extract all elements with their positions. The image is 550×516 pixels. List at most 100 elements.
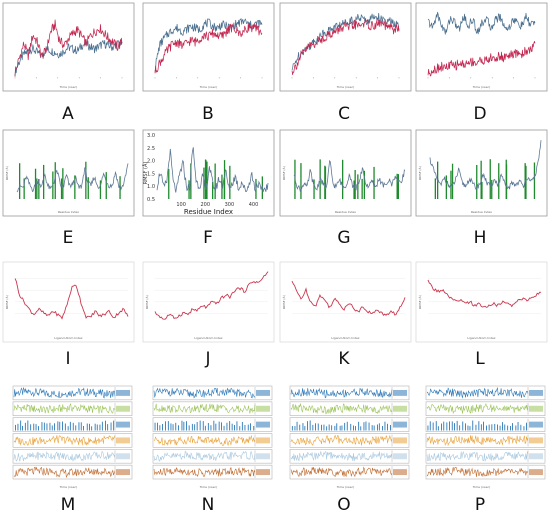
event-bar <box>336 423 338 431</box>
event-bar <box>432 422 434 431</box>
distribution-fill <box>116 453 130 460</box>
distribution-fill <box>529 421 543 428</box>
plot-frame <box>2 129 135 217</box>
contact-bar <box>188 180 190 199</box>
event-bar <box>229 421 231 431</box>
track-frame <box>152 385 273 401</box>
event-bar <box>368 422 370 431</box>
x-axis-label: Residue Index <box>335 210 356 214</box>
contact-bar <box>23 178 25 199</box>
event-bar <box>207 423 209 431</box>
rmsf-line <box>156 147 269 193</box>
event-bar <box>210 425 212 431</box>
event-bar <box>186 421 187 431</box>
track-line <box>426 386 529 399</box>
rmsf-line <box>293 159 406 192</box>
event-bar <box>62 421 63 431</box>
event-bar <box>512 423 513 431</box>
contact-bar <box>214 163 216 199</box>
event-bar <box>328 424 330 431</box>
event-bar <box>107 424 109 431</box>
event-bar <box>350 423 352 431</box>
event-bar <box>157 422 158 431</box>
event-bar <box>321 424 322 431</box>
event-bar <box>312 424 314 431</box>
event-bar <box>497 424 498 431</box>
event-bar <box>165 421 166 431</box>
event-bar <box>221 422 222 431</box>
event-bar <box>215 423 217 431</box>
event-bar <box>435 421 437 431</box>
event-bar <box>250 423 251 431</box>
y-axis-label: RMSF (Å) <box>281 295 286 309</box>
rmsf-panel-E: Residue Index RMSF (Å) <box>2 129 135 217</box>
y-axis-label: RMSF (Å) <box>142 162 149 185</box>
x-tick-label: 300 <box>225 202 235 208</box>
panel-label-O: O <box>337 495 350 515</box>
y-tick-label: 0.5 <box>147 197 155 203</box>
event-bar <box>346 421 348 431</box>
event-bar <box>451 421 453 431</box>
event-bar <box>441 423 442 431</box>
event-bar <box>223 425 225 431</box>
event-bar <box>172 424 174 431</box>
distribution-fill <box>393 437 407 444</box>
event-bar <box>154 422 156 431</box>
event-bar <box>363 422 365 431</box>
event-bar <box>78 422 80 431</box>
track-line <box>153 467 256 478</box>
contact-bar <box>190 163 192 199</box>
event-bar <box>331 425 333 431</box>
contact-bar <box>43 164 45 199</box>
event-bar <box>365 421 367 431</box>
event-bar <box>459 425 461 431</box>
distribution-fill <box>256 453 270 460</box>
event-bar <box>499 425 501 431</box>
event-bar <box>183 421 185 431</box>
event-bar <box>204 425 206 431</box>
event-bar <box>454 423 455 431</box>
ligand-rmsf-panel-L: Ligand Atom Index RMSF (Å) <box>415 261 548 343</box>
event-bar <box>15 424 16 431</box>
event-bar <box>304 426 306 431</box>
ligand-rmsf-line <box>154 271 269 320</box>
event-bar <box>33 423 35 431</box>
contact-bar <box>505 164 508 199</box>
contact-bar <box>476 165 478 199</box>
panel-label-E: E <box>63 228 74 248</box>
distribution-fill <box>529 389 543 396</box>
event-bar <box>517 422 519 431</box>
event-bar <box>199 420 201 431</box>
multitrack-panel-M: Time (nsec) <box>12 385 133 489</box>
y-tick-label: 2.5 <box>147 146 155 152</box>
event-bar <box>502 422 503 431</box>
contact-bar <box>525 165 527 199</box>
event-bar <box>83 426 84 431</box>
contact-bar <box>203 167 205 199</box>
contact-bar <box>353 180 355 199</box>
event-bar <box>91 426 93 431</box>
event-bar <box>96 424 98 431</box>
contact-bar <box>60 178 63 199</box>
y-axis-label: RMSF (Å) <box>4 295 9 309</box>
event-bar <box>113 420 115 431</box>
track-line <box>426 450 529 462</box>
x-axis-label: Time (nsec) <box>336 85 355 89</box>
rmsd-panel-B: Time (nsec) <box>142 2 275 92</box>
contact-bar <box>168 168 170 199</box>
ligand-rmsf-panel-I: Ligand Atom Index RMSF (Å) <box>2 261 135 343</box>
x-axis-label: Residue Index <box>471 210 492 214</box>
event-bar <box>472 420 474 431</box>
panel-label-F: F <box>203 228 213 248</box>
event-bar <box>236 421 238 431</box>
x-axis-label: Ligand Atom Index <box>54 336 82 340</box>
event-bar <box>35 424 37 431</box>
contact-bar <box>491 179 493 199</box>
event-bar <box>360 426 362 431</box>
event-bar <box>429 421 431 431</box>
x-axis-label: Ligand Atom Index <box>467 336 495 340</box>
event-bar <box>72 422 74 431</box>
event-bar <box>20 420 22 431</box>
contact-bar <box>38 179 40 199</box>
